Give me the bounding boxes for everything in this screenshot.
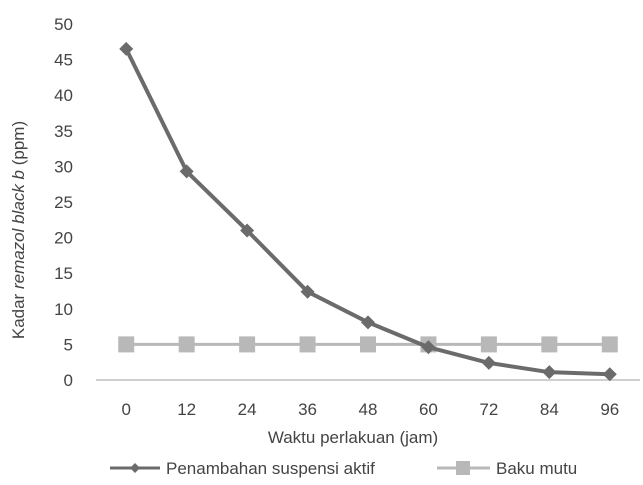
x-tick-label: 24: [238, 400, 257, 419]
y-tick-label: 0: [64, 371, 73, 390]
legend-diamond-marker: [130, 463, 140, 473]
x-axis-title: Waktu perlakuan (jam): [268, 428, 438, 447]
series-1-point: [602, 367, 617, 382]
y-tick-label: 10: [54, 300, 73, 319]
y-axis-title-part-3: (ppm): [9, 121, 28, 170]
y-tick-label: 35: [54, 122, 73, 141]
series-1-point: [361, 315, 375, 330]
series-1-point: [542, 365, 557, 380]
y-tick-labels: 0 5 10 15 20 25 30 35 40 45 50: [54, 15, 73, 390]
series-2-point: [360, 336, 376, 353]
legend-label-series-2: Baku mutu: [496, 459, 577, 478]
series-2-point: [178, 336, 195, 353]
legend-item-series-2: Baku mutu: [437, 459, 577, 478]
y-tick-label: 30: [54, 157, 73, 176]
x-tick-label: 12: [177, 400, 196, 419]
y-tick-label: 5: [64, 335, 73, 354]
y-axis-title-part-1: Kadar: [9, 289, 28, 339]
x-tick-label: 72: [479, 400, 498, 419]
series-2-point: [601, 336, 618, 353]
x-tick-label: 48: [359, 400, 378, 419]
y-tick-label: 40: [54, 86, 73, 105]
legend-item-series-1: Penambahan suspensi aktif: [110, 459, 375, 478]
legend: Penambahan suspensi aktif Baku mutu: [110, 459, 577, 478]
y-tick-label: 25: [54, 193, 73, 212]
x-tick-label: 96: [600, 400, 619, 419]
series-layer: [118, 41, 618, 382]
y-tick-label: 15: [54, 264, 73, 283]
series-1-point: [240, 223, 255, 238]
x-tick-label: 0: [121, 400, 130, 419]
series-1-point: [119, 41, 134, 56]
y-tick-label: 45: [54, 51, 73, 70]
y-tick-label: 20: [54, 229, 73, 248]
x-tick-labels: 0 12 24 36 48 60 72 84 96: [121, 400, 619, 419]
legend-square-marker: [456, 461, 470, 475]
series-1-point: [481, 355, 496, 370]
x-tick-label: 60: [419, 400, 438, 419]
y-axis-title-part-2: remazol black b: [9, 170, 28, 289]
y-tick-label: 50: [54, 15, 73, 34]
y-axis-title: Kadar remazol black b (ppm): [9, 121, 28, 339]
x-tick-label: 84: [540, 400, 559, 419]
series-2-point: [239, 336, 256, 353]
series-2-point: [541, 336, 558, 353]
series-1-point: [421, 340, 436, 355]
series-2-point: [118, 336, 135, 353]
series-2-point: [299, 336, 316, 353]
series-2-point: [480, 336, 497, 353]
x-tick-label: 36: [298, 400, 317, 419]
legend-label-series-1: Penambahan suspensi aktif: [166, 459, 375, 478]
series-1-point: [179, 164, 194, 179]
series-1-point: [300, 284, 315, 299]
